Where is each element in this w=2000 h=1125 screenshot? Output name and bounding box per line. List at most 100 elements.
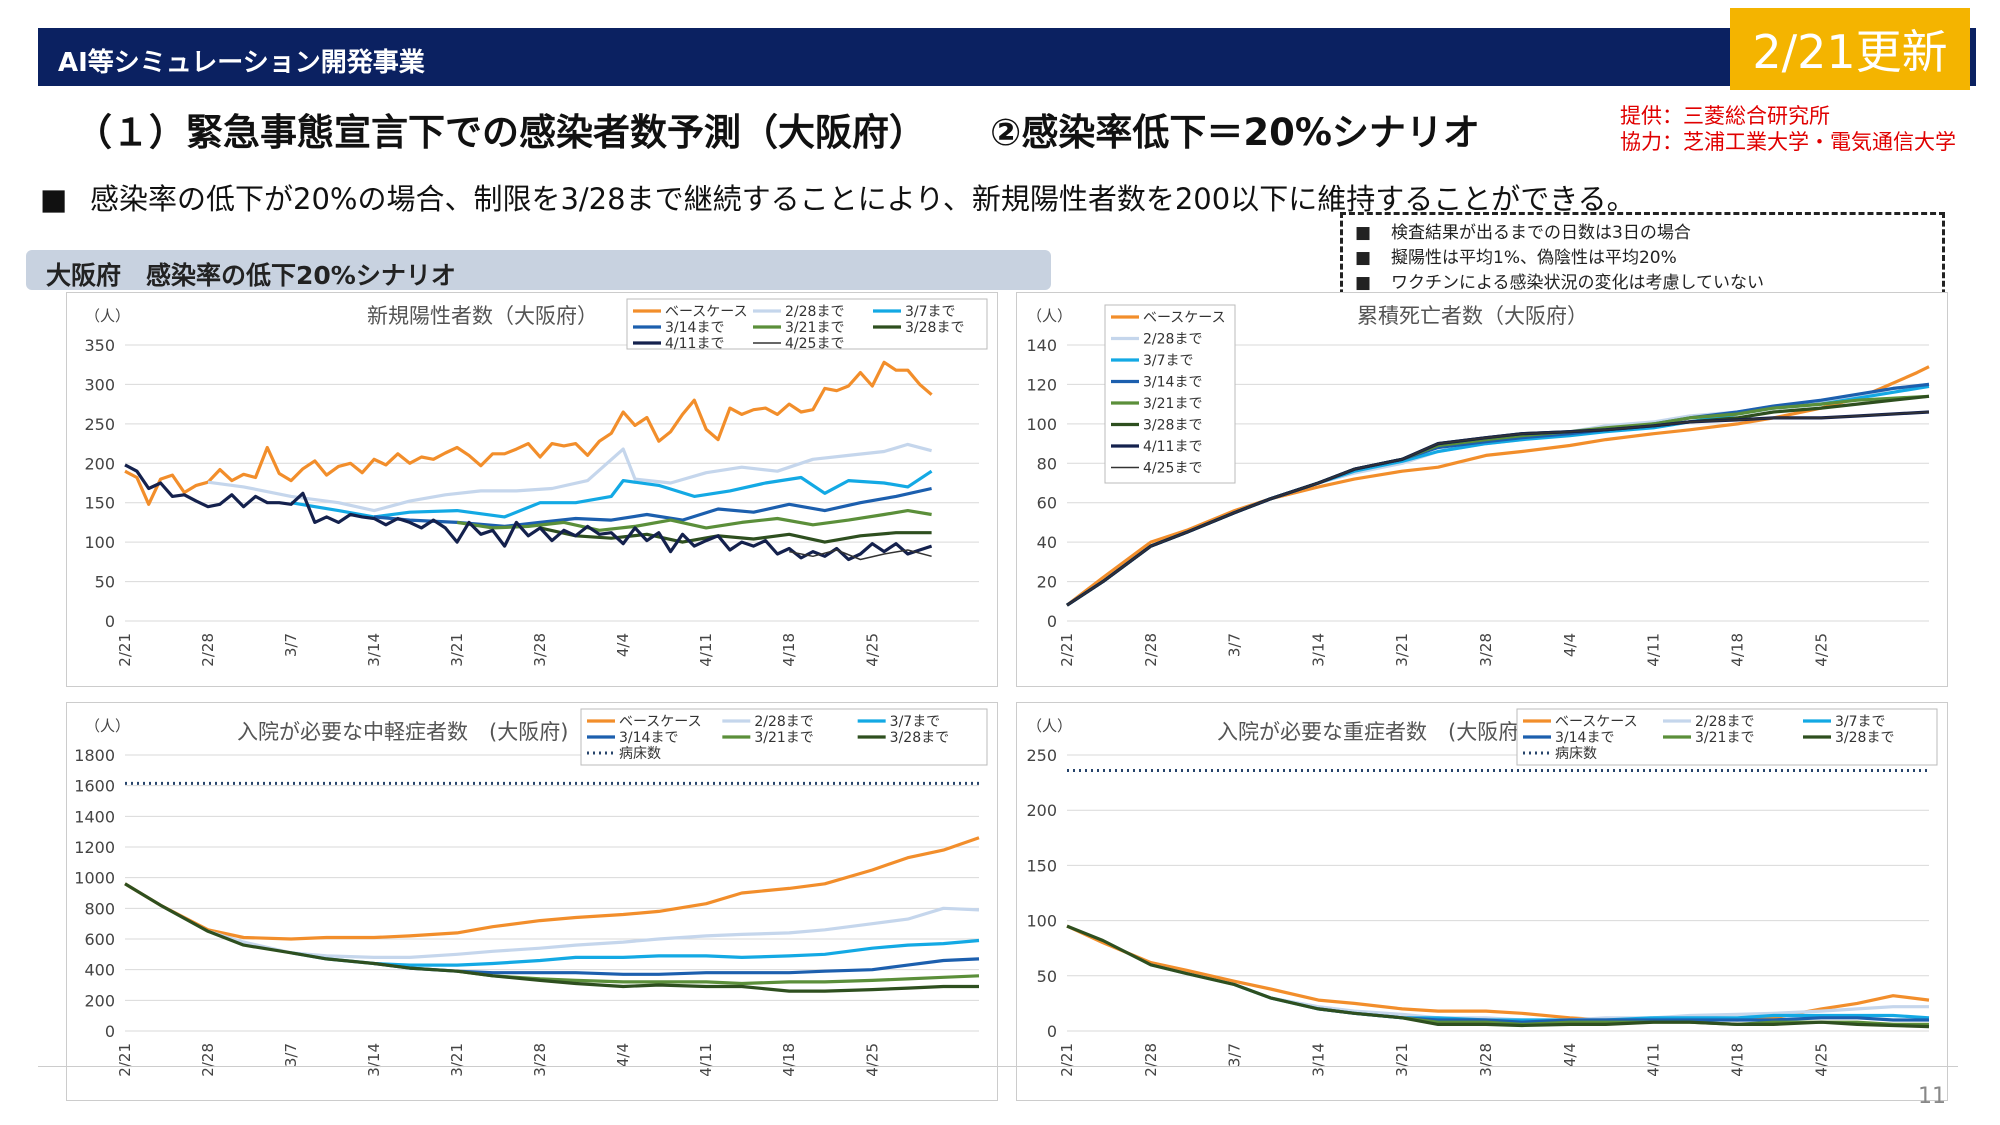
chart-title: 新規陽性者数（大阪府）	[367, 304, 598, 328]
y-tick-label: 1800	[74, 746, 115, 765]
series-line	[207, 906, 980, 959]
legend-label: 3/7まで	[905, 304, 956, 320]
y-tick-label: 350	[84, 336, 115, 355]
legend-label: 3/14まで	[1555, 730, 1614, 746]
legend-label: 4/11まで	[1143, 439, 1202, 455]
y-tick-label: 150	[1026, 856, 1057, 875]
x-tick-label: 3/14	[365, 633, 383, 667]
x-tick-label: 3/7	[1226, 633, 1244, 657]
banner-title: AI等シミュレーション開発事業	[58, 48, 425, 78]
y-tick-label: 80	[1037, 454, 1057, 473]
note-marker: ■	[1355, 223, 1372, 243]
x-tick-label: 4/18	[1728, 1043, 1746, 1077]
series-line	[456, 969, 980, 986]
x-tick-label: 4/11	[697, 1043, 715, 1077]
chart-panel-new-cases: 0 50 100 150 200 250 300 350 2/21 2/28 3/7 3/14 3/21…	[66, 292, 998, 687]
y-tick-label: 50	[95, 573, 115, 592]
y-tick-label: 200	[84, 991, 115, 1010]
x-tick-label: 3/14	[365, 1043, 383, 1077]
cumulative-deaths-chart: 0 20 40 60 80 100 120 140 2/21 2/28 3/7 3/14 3/21 3/2…	[1026, 304, 1930, 667]
series-line	[290, 938, 980, 967]
x-tick-label: 2/21	[116, 633, 134, 667]
x-tick-label: 4/25	[1812, 633, 1830, 667]
assumption-notes: ■ 検査結果が出るまでの日数は3日の場合 ■ 擬陽性は平均1%、偽陰性は平均20% …	[1340, 212, 1945, 304]
y-tick-label: 20	[1037, 573, 1057, 592]
chart-title: 入院が必要な中軽症者数 (大阪府)	[237, 720, 568, 744]
x-tick-label: 4/25	[863, 1043, 881, 1077]
footer-divider	[38, 1066, 1958, 1067]
legend-box	[1516, 708, 1938, 766]
series-line	[124, 882, 979, 993]
legend-label: ベースケース	[1555, 714, 1638, 730]
new-cases-chart: 0 50 100 150 200 250 300 350 2/21 2/28 3/7 3/14 3/21…	[84, 298, 988, 667]
x-tick-label: 2/21	[116, 1043, 134, 1077]
legend-label: 2/28まで	[754, 714, 813, 730]
note-item: ■ ワクチンによる感染状況の変化は考慮していない	[1355, 271, 1930, 296]
x-tick-label: 4/18	[780, 1043, 798, 1077]
legend-label: 3/21まで	[785, 320, 844, 336]
series-line	[1066, 924, 1930, 1022]
series-line	[1066, 411, 1930, 606]
x-tick-label: 3/21	[448, 1043, 466, 1077]
note-text: ワクチンによる感染状況の変化は考慮していない	[1391, 273, 1764, 293]
x-tick-label: 3/28	[531, 633, 549, 667]
chart-panel-moderate: 0 200 400 600 800 1000 1200 1400 1600 1800 2/21 2/2…	[66, 702, 998, 1101]
x-tick-label: 4/4	[1561, 1043, 1579, 1067]
legend-box	[580, 708, 988, 766]
section-label-bar: 大阪府 感染率の低下20%シナリオ	[26, 250, 1051, 290]
legend-box	[1104, 304, 1236, 484]
y-tick-label: 40	[1037, 533, 1057, 552]
note-marker: ■	[1355, 273, 1372, 293]
legend-label: 3/7まで	[890, 714, 941, 730]
legend-label: 2/28まで	[1695, 714, 1754, 730]
y-tick-label: 1400	[74, 807, 115, 826]
legend-label: 3/21まで	[754, 730, 813, 746]
y-tick-label: 120	[1026, 375, 1057, 394]
series-line	[1150, 963, 1929, 1022]
series-line	[789, 549, 932, 561]
chart-panel-severe: 0 50 100 150 200 250 2/21 2/28 3/7 3/14 3/21 3/28 4/…	[1016, 702, 1948, 1101]
legend-label: 3/28まで	[1835, 730, 1894, 746]
y-tick-label: 0	[105, 1022, 115, 1041]
y-tick-label: 0	[1047, 612, 1057, 631]
page-number: 11	[1918, 1084, 1946, 1109]
y-unit-label: （人）	[85, 307, 130, 325]
x-tick-label: 4/18	[780, 633, 798, 667]
x-tick-label: 3/28	[531, 1043, 549, 1077]
bullet-marker: ■	[40, 182, 68, 216]
legend-label: 3/21まで	[1695, 730, 1754, 746]
note-item: ■ 擬陽性は平均1%、偽陰性は平均20%	[1355, 246, 1930, 271]
legend-label: ベースケース	[619, 714, 702, 730]
legend-label: ベースケース	[1143, 310, 1226, 326]
y-tick-label: 0	[1047, 1022, 1057, 1041]
summary-bullet: ■ 感染率の低下が20%の場合、制限を3/28まで継続することにより、新規陽性者数…	[40, 176, 1636, 218]
x-tick-label: 3/28	[1477, 1043, 1495, 1077]
x-tick-label: 3/7	[282, 1043, 300, 1067]
x-tick-label: 2/28	[199, 1043, 217, 1077]
y-tick-label: 200	[84, 454, 115, 473]
x-tick-label: 3/28	[1477, 633, 1495, 667]
y-unit-label: （人）	[1027, 717, 1072, 735]
x-tick-label: 3/7	[1226, 1043, 1244, 1067]
legend-label: 病床数	[1555, 746, 1597, 762]
x-tick-label: 4/25	[1812, 1043, 1830, 1077]
x-tick-label: 4/4	[614, 1043, 632, 1067]
y-tick-label: 140	[1026, 336, 1057, 355]
y-tick-label: 250	[1026, 746, 1057, 765]
x-tick-label: 4/18	[1728, 633, 1746, 667]
moderate-inpatients-chart: 0 200 400 600 800 1000 1200 1400 1600 1800 2/21 2/2…	[74, 708, 988, 1077]
y-tick-label: 250	[84, 415, 115, 434]
legend-label: 3/7まで	[1143, 353, 1194, 369]
legend-label: 3/28まで	[1143, 418, 1202, 434]
legend-label: 2/28まで	[785, 304, 844, 320]
legend-label: 3/14まで	[665, 320, 724, 336]
legend-label: 3/7まで	[1835, 714, 1886, 730]
legend-label: 3/14まで	[619, 730, 678, 746]
x-tick-label: 4/11	[697, 633, 715, 667]
y-tick-label: 100	[1026, 415, 1057, 434]
y-unit-label: （人）	[85, 717, 130, 735]
x-tick-label: 2/21	[1058, 1043, 1076, 1077]
legend-label: 3/21まで	[1143, 396, 1202, 412]
legend-label: 病床数	[619, 746, 661, 762]
y-tick-label: 800	[84, 899, 115, 918]
